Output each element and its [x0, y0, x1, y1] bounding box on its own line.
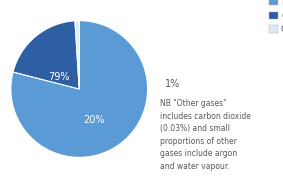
Text: 20%: 20%: [83, 115, 105, 125]
Text: 79%: 79%: [48, 72, 70, 82]
Legend: Nitrogen, Oxygen, Other gases: Nitrogen, Oxygen, Other gases: [266, 0, 283, 38]
Text: NB "Other gases"
includes carbon dioxide
(0.03%) and small
proportions of other
: NB "Other gases" includes carbon dioxide…: [160, 99, 251, 171]
Wedge shape: [11, 21, 148, 157]
Wedge shape: [75, 21, 79, 89]
Text: 1%: 1%: [165, 78, 180, 88]
Wedge shape: [13, 21, 79, 89]
